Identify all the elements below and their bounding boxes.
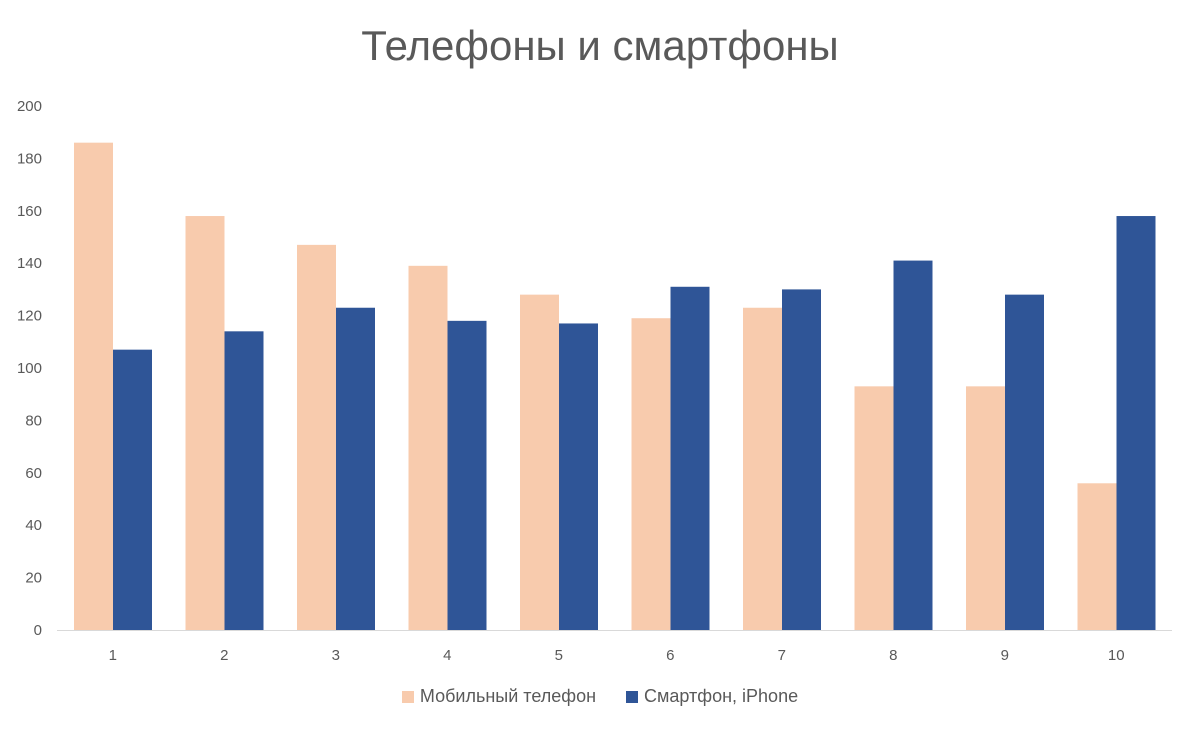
y-tick-label: 200	[17, 98, 42, 115]
bar-mobile-3	[297, 244, 336, 631]
bar-mobile-8	[854, 386, 894, 630]
x-tick-label: 2	[220, 647, 228, 664]
legend-swatch-smartphone	[626, 690, 639, 703]
bar-smartphone-8	[893, 260, 933, 630]
y-tick-label: 40	[25, 517, 42, 534]
chart-legend: Мобильный телефон Смартфон, iPhone	[0, 686, 1200, 707]
y-tick-label: 100	[17, 360, 42, 377]
bar-smartphone-3	[336, 307, 375, 630]
x-tick-label: 7	[778, 647, 786, 664]
x-tick-label: 4	[443, 647, 451, 664]
x-tick-label: 1	[109, 647, 117, 664]
bar-smartphone-4	[447, 320, 487, 630]
bar-mobile-4	[408, 265, 448, 630]
bar-smartphone-2	[224, 331, 264, 630]
bar-mobile-10	[1077, 483, 1117, 630]
chart-title: Телефоны и смартфоны	[361, 22, 839, 69]
bar-smartphone-1	[113, 349, 152, 630]
legend-swatch-mobile	[401, 690, 414, 703]
x-tick-label: 3	[332, 647, 340, 664]
y-tick-label: 0	[34, 622, 42, 639]
legend-label-smartphone: Смартфон, iPhone	[644, 686, 799, 706]
legend-label-mobile: Мобильный телефон	[419, 686, 597, 706]
bar-smartphone-9	[1005, 294, 1044, 630]
x-tick-label: 9	[1001, 647, 1009, 664]
bar-smartphone-7	[782, 289, 821, 630]
bar-smartphone-5	[559, 323, 598, 630]
y-tick-label: 20	[25, 570, 42, 587]
x-tick-label: 5	[555, 647, 563, 664]
x-tick-label: 6	[666, 647, 674, 664]
legend-item-mobile: Мобильный телефон	[401, 686, 597, 707]
bar-mobile-1	[74, 142, 113, 630]
y-tick-label: 160	[17, 203, 42, 220]
y-tick-label: 60	[25, 465, 42, 482]
y-tick-label: 180	[17, 150, 42, 167]
bar-mobile-2	[185, 216, 225, 631]
bar-mobile-5	[520, 294, 559, 630]
bar-mobile-9	[966, 386, 1005, 630]
bar-mobile-6	[631, 318, 671, 630]
x-tick-label: 8	[889, 647, 897, 664]
y-tick-label: 140	[17, 255, 42, 272]
bar-smartphone-10	[1116, 216, 1156, 631]
legend-item-smartphone: Смартфон, iPhone	[626, 686, 798, 707]
y-tick-label: 80	[25, 412, 42, 429]
y-tick-label: 120	[17, 308, 42, 325]
x-tick-label: 10	[1108, 647, 1125, 664]
bar-mobile-7	[743, 307, 782, 630]
bar-smartphone-6	[670, 286, 710, 630]
